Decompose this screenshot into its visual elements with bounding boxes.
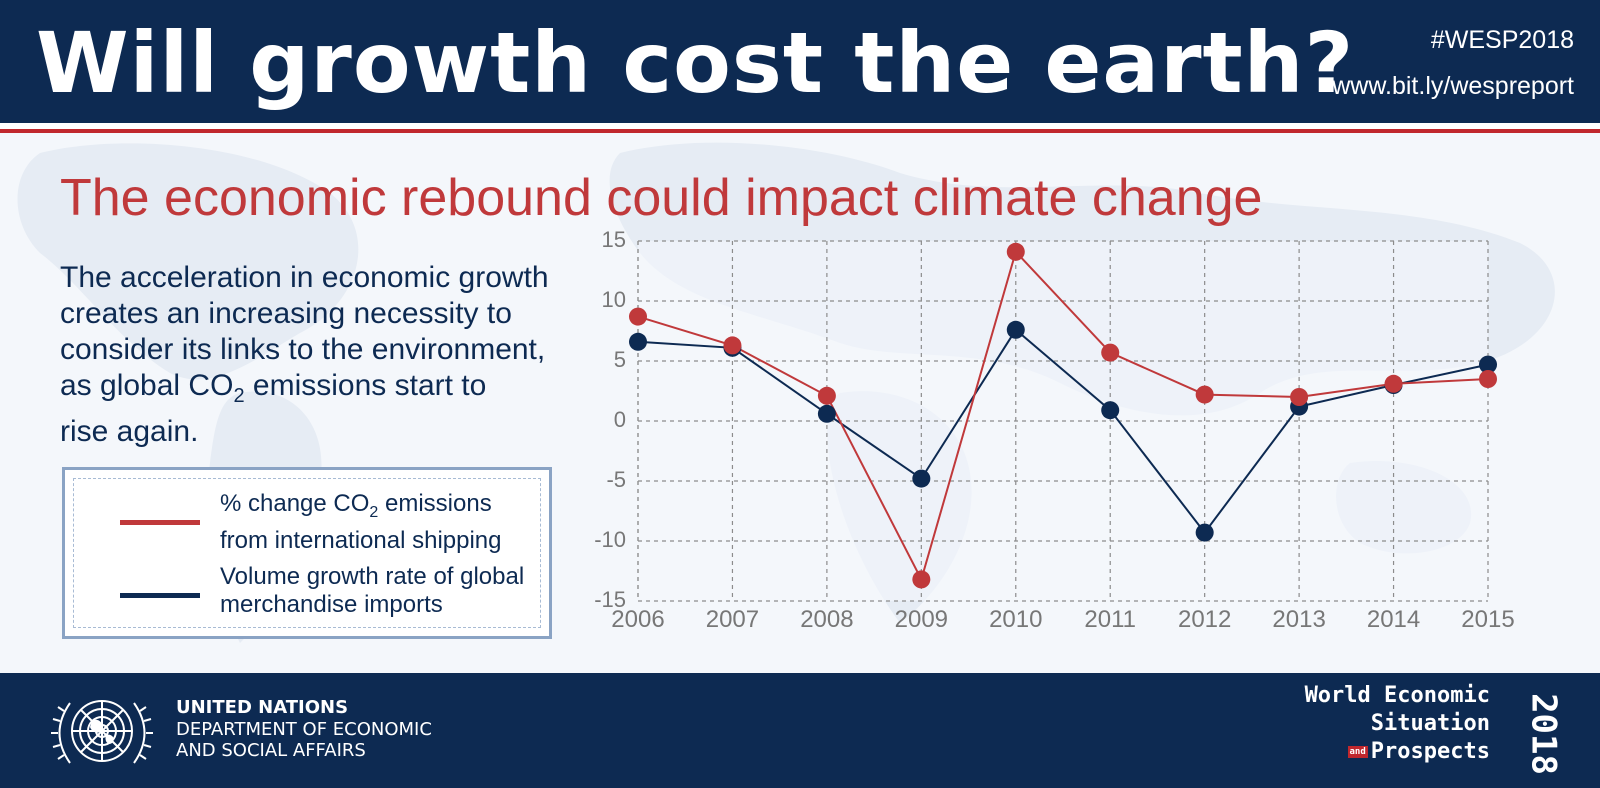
legend-item-imports: Volume growth rate of global merchandise… bbox=[120, 563, 540, 623]
description-text: The acceleration in economic growth crea… bbox=[60, 260, 560, 450]
chart-subtitle: The economic rebound could impact climat… bbox=[60, 169, 1263, 227]
footer-banner: UNITED NATIONS DEPARTMENT OF ECONOMIC AN… bbox=[0, 673, 1600, 788]
un-emblem-icon bbox=[51, 700, 153, 764]
data-point-imports bbox=[1195, 523, 1214, 542]
data-point-imports bbox=[1479, 355, 1497, 374]
data-point-shipping bbox=[1101, 343, 1120, 362]
subscript-two: 2 bbox=[233, 385, 245, 407]
data-point-imports bbox=[629, 332, 647, 351]
data-point-shipping bbox=[629, 307, 647, 326]
data-point-shipping bbox=[723, 336, 742, 355]
legend-item-shipping: % change CO2 emissions from internationa… bbox=[120, 490, 540, 554]
description-text-part: as global CO bbox=[60, 369, 234, 402]
x-tick-label: 2014 bbox=[1367, 606, 1420, 633]
legend-text-part: merchandise imports bbox=[220, 591, 443, 618]
x-tick-label: 2008 bbox=[800, 606, 853, 633]
dept-name-line: AND SOCIAL AFFAIRS bbox=[176, 740, 366, 761]
data-point-imports bbox=[1101, 401, 1120, 420]
wesp-title-line: Situation bbox=[1370, 711, 1490, 736]
header-divider-white bbox=[0, 123, 1600, 129]
data-point-imports bbox=[1006, 320, 1025, 339]
series-line-shipping bbox=[637, 249, 1489, 583]
wesp-title-line: and Prospects bbox=[1347, 739, 1490, 764]
description-line: rise again. bbox=[60, 415, 199, 448]
header-banner: Will growth cost the earth? #WESP2018 ww… bbox=[0, 0, 1600, 123]
y-tick-label: 5 bbox=[614, 347, 626, 372]
hashtag: #WESP2018 bbox=[1430, 26, 1574, 54]
legend-label-imports: Volume growth rate of global merchandise… bbox=[220, 563, 530, 619]
legend-swatch-navy bbox=[120, 593, 200, 598]
subscript-two: 2 bbox=[369, 503, 379, 521]
description-line: The acceleration in economic growth bbox=[60, 261, 549, 294]
x-tick-label: 2006 bbox=[611, 606, 664, 633]
description-line: as global CO2 emissions start to bbox=[60, 368, 560, 414]
org-name: UNITED NATIONS bbox=[176, 697, 349, 718]
legend-inner-border bbox=[73, 478, 541, 628]
series-line-imports bbox=[637, 328, 1489, 535]
y-tick-label: 10 bbox=[602, 287, 626, 312]
data-point-shipping bbox=[912, 570, 931, 589]
y-tick-label: -10 bbox=[594, 527, 626, 552]
data-point-shipping bbox=[1290, 388, 1309, 406]
data-point-shipping bbox=[1006, 242, 1025, 261]
description-text-part: emissions start to bbox=[244, 369, 487, 402]
y-tick-label: -15 bbox=[594, 587, 626, 612]
x-tick-label: 2011 bbox=[1084, 606, 1136, 633]
y-tick-label: 15 bbox=[602, 230, 626, 252]
legend-text-part: Volume growth rate of global bbox=[220, 563, 525, 590]
x-tick-label: 2015 bbox=[1461, 606, 1514, 633]
data-point-shipping bbox=[817, 386, 836, 405]
wesp-year: 2018 bbox=[1524, 693, 1564, 775]
data-point-shipping bbox=[1479, 370, 1497, 388]
legend-text-part: emissions bbox=[378, 490, 492, 517]
legend-text-part: from international shipping bbox=[220, 526, 502, 554]
x-tick-label: 2012 bbox=[1178, 606, 1231, 633]
wesp-title-line: World Economic bbox=[1304, 683, 1490, 708]
wesp-year-vertical: 2018 bbox=[1524, 693, 1564, 775]
dept-name-line: DEPARTMENT OF ECONOMIC bbox=[176, 719, 432, 740]
data-point-shipping bbox=[1195, 385, 1214, 404]
page-title: Will growth cost the earth? bbox=[36, 14, 1355, 112]
data-point-imports bbox=[912, 469, 931, 488]
wesp-and-badge: and bbox=[1347, 746, 1368, 758]
x-tick-label: 2013 bbox=[1272, 606, 1325, 633]
report-url[interactable]: www.bit.ly/wespreport bbox=[1332, 72, 1574, 100]
x-tick-label: 2009 bbox=[895, 606, 948, 633]
data-point-shipping bbox=[1384, 374, 1403, 393]
data-point-imports bbox=[817, 404, 836, 423]
y-tick-label: -5 bbox=[606, 467, 626, 492]
header-divider-red bbox=[0, 129, 1600, 133]
y-tick-label: 0 bbox=[614, 407, 626, 432]
description-line: consider its links to the environment, bbox=[60, 333, 546, 366]
legend-swatch-red bbox=[120, 520, 200, 525]
description-line: creates an increasing necessity to bbox=[60, 297, 512, 330]
x-tick-label: 2007 bbox=[706, 606, 759, 633]
wesp-title-part: Prospects bbox=[1370, 739, 1490, 764]
legend-label-shipping: % change CO2 emissions from internationa… bbox=[220, 490, 530, 555]
x-tick-label: 2010 bbox=[989, 606, 1042, 633]
chart-legend: % change CO2 emissions from internationa… bbox=[62, 467, 552, 639]
legend-text-part: % change CO bbox=[220, 490, 370, 517]
